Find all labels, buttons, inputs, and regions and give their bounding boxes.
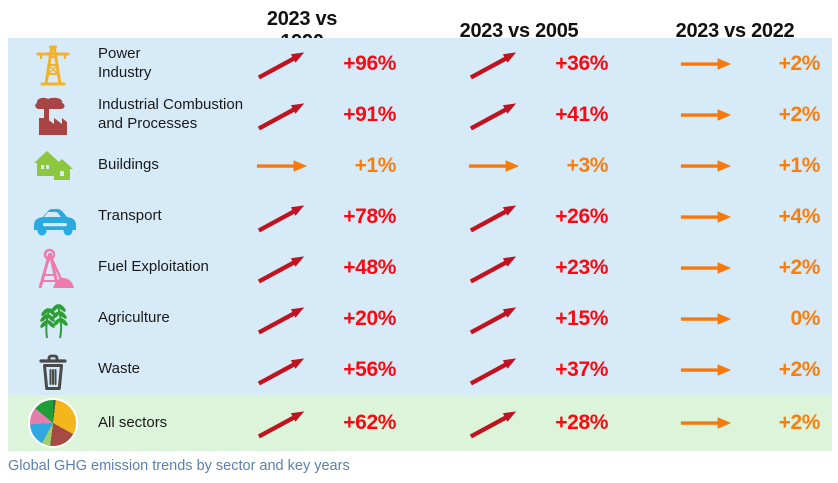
table-row: Transport +78% +26% +4% [8,191,832,242]
sector-label: Industrial Combustion and Processes [98,96,244,132]
trend-value: +28% [555,411,608,434]
trend-flat-arrow-icon [678,415,734,431]
trend-up-arrow-icon [466,350,522,390]
trend-value: +36% [555,51,608,75]
trend-up-arrow-icon [466,197,522,237]
sector-label: Buildings [98,156,159,174]
industrial-combustion-icon [8,93,98,137]
trend-up-arrow-icon [254,403,310,443]
trend-value: +2% [778,357,821,381]
header-row: 2023 vs 1990 2023 vs 2005 2023 vs 2022 [8,8,832,53]
transport-icon [8,195,98,239]
trend-value: +2% [778,255,821,279]
trend-up-arrow-icon [466,95,522,135]
column-header: 2023 vs 2022 [675,19,795,42]
trend-flat-arrow-icon [678,362,734,378]
trend-flat-arrow-icon [678,260,734,276]
trend-value: +23% [555,255,608,279]
buildings-icon [8,144,98,188]
trend-value: +1% [354,153,397,177]
trend-up-arrow-icon [466,403,522,443]
trend-value: +4% [778,204,821,228]
trend-flat-arrow-icon [678,311,734,327]
trend-value: +78% [343,204,396,228]
trend-flat-arrow-icon [678,209,734,225]
trend-flat-arrow-icon [678,107,734,123]
trend-value: +20% [343,306,396,330]
sector-label: Transport [98,207,162,225]
trend-flat-arrow-icon [254,158,310,174]
column-header: 2023 vs 2005 [459,19,579,42]
trend-up-arrow-icon [254,44,310,84]
trend-up-arrow-icon [254,299,310,339]
trend-flat-arrow-icon [678,158,734,174]
table-row: Buildings +1% +3% +1% [8,140,832,191]
table-row: Agriculture +20% +15% 0% [8,293,832,344]
sector-label: All sectors [98,413,168,431]
trend-value: +48% [343,255,396,279]
trend-up-arrow-icon [254,248,310,288]
all-sectors-pie-icon [8,398,98,448]
sector-label: Agriculture [98,309,170,327]
trend-up-arrow-icon [254,197,310,237]
table-row: Fuel Exploitation +48% +23% +2% [8,242,832,293]
sector-label: Power Industry [98,45,152,81]
trend-value: +2% [778,102,821,126]
trend-value: +62% [343,411,396,434]
trend-up-arrow-icon [466,44,522,84]
ghg-trends-table: Power Industry +96% +36% +2% Industrial … [8,38,832,451]
chart-caption: Global GHG emission trends by sector and… [8,458,350,474]
fuel-exploitation-icon [8,246,98,290]
trend-flat-arrow-icon [466,158,522,174]
trend-flat-arrow-icon [678,56,734,72]
trend-value: +96% [343,51,396,75]
agriculture-icon [8,298,98,340]
trend-value: +37% [555,357,608,381]
trend-value: +41% [555,102,608,126]
trend-value: 0% [790,306,820,330]
table-row-total: All sectors +62% +28% +2% [8,395,832,451]
trend-value: +2% [778,51,821,75]
trend-value: +91% [343,102,396,126]
trend-value: +56% [343,357,396,381]
sector-label: Fuel Exploitation [98,258,209,276]
table-row: Industrial Combustion and Processes +91%… [8,89,832,140]
trend-up-arrow-icon [466,248,522,288]
table-row: Waste +56% +37% +2% [8,344,832,395]
sector-label: Waste [98,360,140,378]
power-industry-icon [8,42,98,86]
trend-value: +2% [778,411,821,434]
waste-icon [8,348,98,392]
trend-value: +26% [555,204,608,228]
trend-value: +3% [566,153,609,177]
trend-up-arrow-icon [254,95,310,135]
trend-up-arrow-icon [466,299,522,339]
trend-up-arrow-icon [254,350,310,390]
trend-value: +1% [778,153,821,177]
table-row: Power Industry +96% +36% +2% [8,38,832,89]
trend-value: +15% [555,306,608,330]
